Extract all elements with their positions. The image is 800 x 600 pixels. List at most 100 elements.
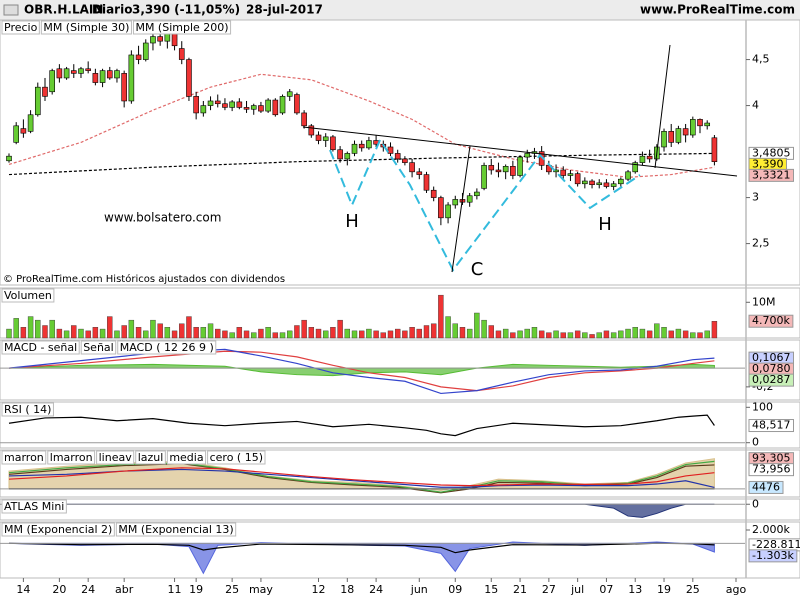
x-tick-label: 12 <box>312 583 326 596</box>
candle-body <box>668 131 675 143</box>
volume-bar <box>294 325 300 339</box>
candle-body <box>27 114 34 132</box>
volume-bar <box>603 330 610 339</box>
line <box>8 414 715 437</box>
volume-bar <box>682 330 689 339</box>
value-box-label: 93,305 <box>752 452 791 465</box>
candle-body <box>171 33 178 47</box>
candle-body <box>301 112 307 127</box>
annotation: H <box>345 211 359 232</box>
candle-body <box>582 180 588 185</box>
candle-body <box>250 105 257 110</box>
legend-entry: MACD - señal <box>4 341 77 354</box>
candle-body <box>387 146 394 154</box>
candle-body <box>632 162 639 173</box>
line <box>8 152 715 176</box>
legend-box <box>1 288 55 303</box>
volume-bar <box>510 332 516 339</box>
value-box-label: 4.700k <box>752 314 790 327</box>
candle-body <box>308 125 315 136</box>
legend-box <box>47 450 96 465</box>
value-box-label: -228.811 <box>752 538 800 551</box>
legend-entry: MACD ( 12 26 9 ) <box>120 341 214 354</box>
y-tick-label: 0 <box>752 497 759 510</box>
volume-bar <box>13 318 19 339</box>
volume-bar <box>488 325 494 339</box>
value-box-label: 73,956 <box>752 463 791 476</box>
volume-bar <box>222 330 228 339</box>
panel: 2.000k -228.811-1.303k MM (Exponencial 2) M… <box>0 521 800 579</box>
volume-bar <box>502 328 509 339</box>
legend-box <box>1 20 40 35</box>
candle-body <box>409 162 415 173</box>
volume-bar <box>56 328 63 339</box>
volume-bar <box>531 327 538 339</box>
legend-box <box>1 522 115 537</box>
volume-bar <box>143 330 149 339</box>
volume-bar <box>560 332 566 339</box>
x-tick-label: ago <box>726 583 747 596</box>
candle-body <box>430 189 437 198</box>
value-box-label: 3,3321 <box>752 168 791 181</box>
legend-entry: Volumen <box>4 289 52 302</box>
panel-frame <box>0 19 800 286</box>
volume-bar <box>114 330 120 339</box>
candle-body <box>20 128 27 134</box>
volume-bar <box>207 323 214 339</box>
candle-body <box>610 183 617 187</box>
value-box-label: 4476 <box>752 480 780 493</box>
volume-bar <box>459 327 466 339</box>
volume-bar <box>279 332 286 339</box>
volume-bar <box>639 328 646 339</box>
header: OBR.H.LAIN Diario 3,390 (-11,05%) 28-jul… <box>24 3 795 17</box>
candle-body <box>330 136 336 151</box>
candle-body <box>315 134 322 141</box>
candle-body <box>402 158 408 163</box>
candle-body <box>114 70 120 79</box>
volume-bar <box>42 325 48 339</box>
annotation: www.bolsatero.com <box>104 211 221 225</box>
x-tick-label: abr <box>115 583 134 596</box>
legend-entry: lmarron <box>50 451 93 464</box>
legend-box <box>135 450 166 465</box>
volume-bar <box>704 330 710 339</box>
volume-bar <box>179 323 185 339</box>
candle-body <box>438 197 444 219</box>
candle-body <box>200 105 207 114</box>
candle-body <box>603 182 610 187</box>
volume-bar <box>27 316 34 339</box>
y-tick-label: 0 <box>752 436 759 449</box>
volume-bar <box>359 330 365 339</box>
legend-entry: MM (Simple 200) <box>135 21 228 34</box>
volume-bar <box>474 312 480 339</box>
volume-bar <box>193 327 199 339</box>
header-icon <box>3 4 19 16</box>
x-tick-label: 19 <box>189 583 203 596</box>
legend-entry: MM (Exponencial 13) <box>118 523 233 536</box>
panel-frame <box>0 521 800 579</box>
volume-bar <box>265 327 271 339</box>
candle-body <box>711 137 718 163</box>
candle-body <box>322 136 329 141</box>
x-tick-label: 09 <box>448 583 462 596</box>
volume-bar <box>351 330 358 339</box>
candle-body <box>704 122 711 127</box>
candle-body <box>416 171 423 175</box>
candle-body <box>589 180 595 186</box>
value-box <box>748 480 784 494</box>
volume-bar <box>524 328 530 339</box>
legend-box <box>1 402 54 417</box>
volume-bar <box>553 330 559 339</box>
candle-body <box>675 128 682 143</box>
volume-bar <box>157 323 163 339</box>
candle-body <box>466 195 473 203</box>
candle-body <box>567 173 574 176</box>
candle-body <box>452 199 459 206</box>
candle-body <box>13 125 19 143</box>
volume-bar <box>308 327 315 339</box>
volume-bar <box>366 328 372 339</box>
legend-entry: cero ( 15) <box>210 451 263 464</box>
volume-bar <box>186 316 192 339</box>
value-box <box>748 463 794 477</box>
